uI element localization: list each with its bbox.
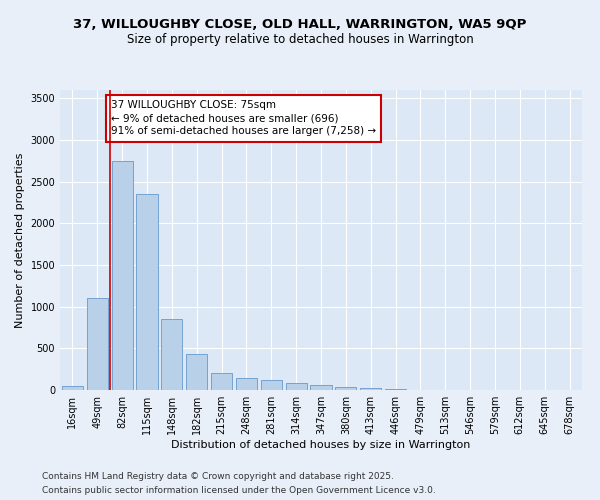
Bar: [136, 194, 158, 390]
Bar: [186, 354, 207, 390]
Text: Contains public sector information licensed under the Open Government Licence v3: Contains public sector information licen…: [42, 486, 436, 495]
Bar: [87, 298, 108, 390]
Bar: [236, 378, 257, 390]
Text: 37, WILLOUGHBY CLOSE, OLD HALL, WARRINGTON, WA5 9QP: 37, WILLOUGHBY CLOSE, OLD HALL, WARRINGT…: [73, 18, 527, 30]
Bar: [112, 161, 133, 390]
Bar: [62, 386, 83, 390]
Bar: [310, 385, 332, 390]
Bar: [335, 386, 356, 390]
Bar: [261, 380, 282, 390]
Text: Size of property relative to detached houses in Warrington: Size of property relative to detached ho…: [127, 32, 473, 46]
X-axis label: Distribution of detached houses by size in Warrington: Distribution of detached houses by size …: [172, 440, 470, 450]
Bar: [360, 388, 381, 390]
Bar: [385, 389, 406, 390]
Bar: [286, 384, 307, 390]
Text: 37 WILLOUGHBY CLOSE: 75sqm
← 9% of detached houses are smaller (696)
91% of semi: 37 WILLOUGHBY CLOSE: 75sqm ← 9% of detac…: [111, 100, 376, 136]
Y-axis label: Number of detached properties: Number of detached properties: [15, 152, 25, 328]
Bar: [211, 374, 232, 390]
Bar: [161, 319, 182, 390]
Text: Contains HM Land Registry data © Crown copyright and database right 2025.: Contains HM Land Registry data © Crown c…: [42, 472, 394, 481]
